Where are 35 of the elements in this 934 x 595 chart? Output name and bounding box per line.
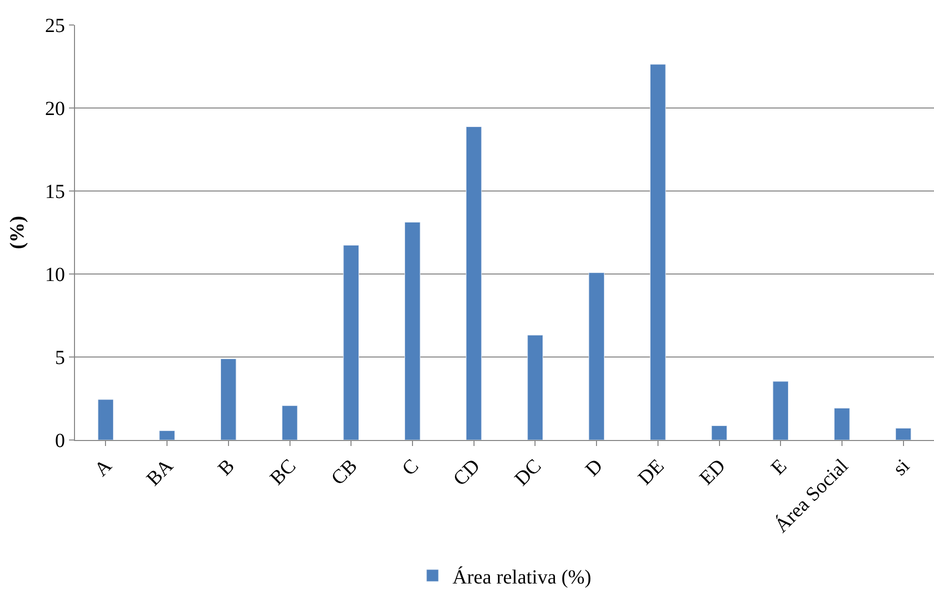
legend-label: Área relativa (%) <box>452 565 592 588</box>
bar <box>711 425 728 440</box>
x-tick-label: CD <box>449 455 484 490</box>
y-tick-label: 0 <box>55 430 65 452</box>
bar <box>527 334 544 440</box>
y-tick-label: 5 <box>55 347 65 369</box>
bar <box>220 358 236 440</box>
bar <box>98 399 114 440</box>
x-tick-label: CB <box>327 455 362 490</box>
x-tick-label: D <box>581 455 608 481</box>
x-tick-label: A <box>90 454 117 481</box>
x-tick-label: DC <box>510 455 546 490</box>
bar <box>466 126 482 440</box>
bar <box>834 408 850 440</box>
bar <box>895 428 912 440</box>
bar <box>159 430 175 440</box>
bar <box>282 405 298 440</box>
bar <box>772 381 789 440</box>
x-tick-label: C <box>398 455 424 480</box>
x-tick-label: E <box>767 455 792 480</box>
x-tick-label: BC <box>266 455 300 490</box>
x-tick-label: B <box>214 455 239 480</box>
x-tick-label: BA <box>142 454 178 490</box>
x-tick-label: si <box>888 454 914 480</box>
bar <box>343 245 360 440</box>
x-tick-label: DE <box>634 455 668 490</box>
y-tick-label: 10 <box>45 264 65 286</box>
y-tick-label: 15 <box>45 181 65 203</box>
y-tick-label: 25 <box>45 15 65 37</box>
bar <box>588 272 604 440</box>
x-tick-label: ED <box>695 455 730 490</box>
bar <box>404 222 420 440</box>
y-tick-label: 20 <box>45 98 65 120</box>
y-axis-title: (%) <box>6 216 28 250</box>
bar <box>650 64 666 440</box>
